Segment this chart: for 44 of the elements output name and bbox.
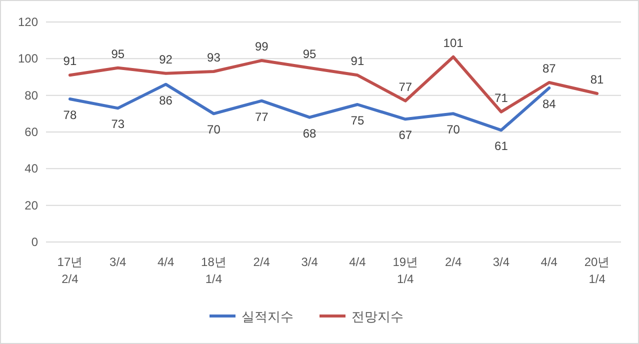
data-label: 101 — [443, 36, 464, 50]
data-label: 70 — [446, 122, 460, 137]
y-tick-label: 40 — [24, 162, 38, 176]
x-tick-label: 3/4 — [492, 255, 510, 269]
x-tick-label: 2/4 — [444, 255, 462, 269]
x-tick-label: 4/4 — [157, 255, 174, 269]
data-label: 92 — [159, 52, 173, 66]
data-label: 91 — [63, 54, 77, 68]
y-tick-label: 120 — [18, 15, 38, 29]
data-label: 78 — [63, 108, 77, 122]
y-tick-label: 100 — [18, 52, 38, 66]
legend-label: 실적지수 — [242, 309, 294, 324]
y-tick-label: 60 — [24, 125, 38, 139]
data-label: 86 — [159, 93, 173, 108]
x-tick-label: 20년 1/4 — [584, 255, 610, 286]
data-label: 99 — [254, 40, 269, 54]
y-tick-label: 0 — [31, 235, 38, 249]
x-tick-label: 2/4 — [253, 255, 270, 269]
data-label: 95 — [111, 46, 125, 61]
data-label: 84 — [542, 97, 556, 111]
x-tick-label: 19년 1/4 — [392, 255, 418, 286]
data-label: 77 — [398, 80, 412, 94]
x-tick-label: 3/4 — [301, 255, 318, 269]
x-tick-label: 4/4 — [540, 255, 558, 269]
data-label: 73 — [111, 117, 125, 132]
data-label: 71 — [494, 90, 508, 105]
x-tick-label: 18년 1/4 — [201, 255, 226, 286]
x-tick-label: 17년 2/4 — [57, 255, 83, 286]
y-tick-label: 20 — [24, 198, 38, 212]
data-label: 91 — [350, 54, 364, 68]
data-label: 75 — [350, 114, 364, 128]
y-tick-label: 80 — [24, 88, 38, 102]
legend-label: 전망지수 — [352, 309, 404, 324]
data-label: 87 — [542, 62, 556, 76]
x-tick-label: 3/4 — [110, 255, 127, 269]
x-tick-label: 4/4 — [349, 255, 366, 269]
data-label: 95 — [302, 46, 317, 61]
data-label: 81 — [590, 72, 604, 86]
data-label: 67 — [398, 128, 412, 142]
data-label: 70 — [207, 122, 221, 137]
data-label: 68 — [302, 126, 317, 140]
data-label: 61 — [494, 139, 508, 154]
data-label: 93 — [207, 50, 221, 64]
data-label: 77 — [254, 110, 269, 124]
